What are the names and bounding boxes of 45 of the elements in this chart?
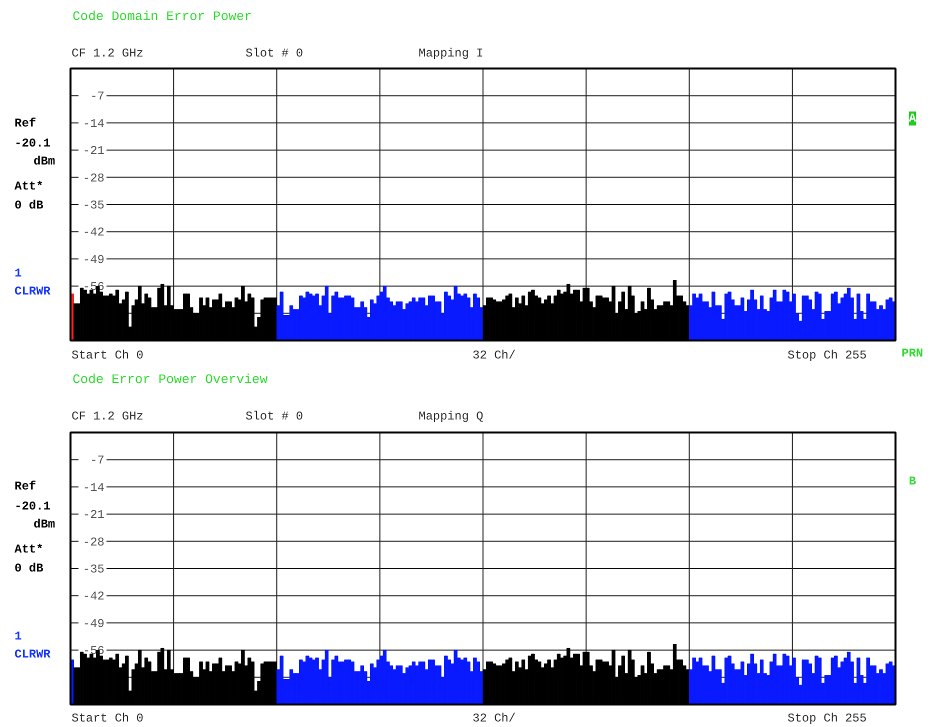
text: CF 1.2 GHz [72, 410, 144, 424]
text: Start Ch 0 [72, 348, 144, 362]
text: 0 dB [14, 562, 44, 576]
y-tick-label: -7 [90, 90, 105, 104]
text: dBm [34, 518, 56, 532]
text: CF 1.2 GHz [72, 46, 144, 60]
y-tick-label: -35 [82, 562, 105, 576]
text: Start Ch 0 [72, 712, 144, 726]
text: B [908, 474, 916, 488]
text: 32 Ch/ [472, 712, 516, 726]
y-tick-label: -42 [82, 590, 105, 604]
y-tick-label: -28 [82, 535, 105, 550]
y-tick-label: -14 [82, 480, 105, 495]
text: dBm [34, 154, 56, 168]
text: Mapping Q [418, 410, 484, 424]
text: Att* [14, 180, 44, 194]
text: Att* [14, 542, 44, 556]
text: Stop Ch 255 [788, 348, 867, 362]
text: CLRWR [14, 284, 52, 298]
y-tick-label: -21 [82, 144, 105, 158]
text: -20.1 [14, 136, 51, 150]
y-tick-label: -28 [82, 171, 105, 186]
text: Ref [14, 116, 36, 130]
y-tick-label: -21 [82, 508, 105, 522]
text: A [908, 112, 917, 126]
y-tick-label: -49 [82, 252, 105, 267]
text: Slot # 0 [246, 410, 304, 424]
chart-title: Code Domain Error Power [72, 9, 252, 24]
chart-title: Code Error Power Overview [72, 372, 268, 387]
text: Mapping I [418, 46, 484, 60]
text: 1 [14, 630, 22, 644]
text: PRN [902, 346, 924, 360]
text: -20.1 [14, 500, 51, 514]
y-tick-label: -14 [82, 116, 105, 131]
y-tick-label: -42 [82, 226, 105, 240]
text: 0 dB [14, 198, 44, 212]
text: 32 Ch/ [472, 348, 516, 362]
text: CLRWR [14, 648, 52, 662]
y-tick-label: -49 [82, 616, 105, 631]
text: Ref [14, 480, 36, 494]
text: 1 [14, 266, 22, 280]
text: Stop Ch 255 [788, 712, 867, 726]
text: Slot # 0 [246, 46, 304, 60]
y-tick-label: -7 [90, 454, 105, 468]
y-tick-label: -35 [82, 198, 105, 212]
